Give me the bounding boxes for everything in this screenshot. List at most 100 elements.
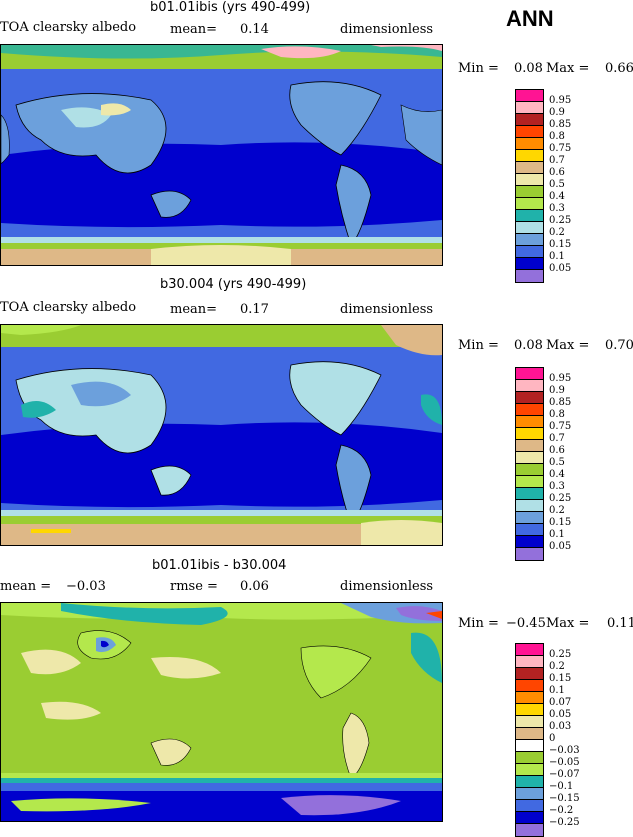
colorbar-level-label: 0.3 xyxy=(549,481,565,492)
colorbar-swatch xyxy=(516,512,543,524)
panel-1-max-label: Max = xyxy=(546,61,590,76)
colorbar-swatch xyxy=(516,728,543,740)
colorbar-swatch xyxy=(516,246,543,258)
colorbar-swatch xyxy=(516,162,543,174)
colorbar-swatch xyxy=(516,126,543,138)
colorbar-swatch xyxy=(516,150,543,162)
colorbar-swatch xyxy=(516,740,543,752)
colorbar-swatch xyxy=(516,234,543,246)
colorbar-swatch xyxy=(516,90,543,102)
panel-3-title: b01.01ibis - b30.004 xyxy=(152,558,287,573)
colorbar-level-label: 0.05 xyxy=(549,263,572,274)
panel-2-colorbar xyxy=(515,367,544,561)
panel-2-mean-label: mean= xyxy=(170,302,218,317)
panel-3-mean-label: mean = xyxy=(0,579,52,594)
panel-2-map xyxy=(0,324,443,546)
colorbar-level-label: 0.7 xyxy=(549,155,565,166)
colorbar-swatch xyxy=(516,776,543,788)
panel-3-colorbar-labels: 0.25 0.2 0.15 0.1 0.07 0.05 0.03 0 −0.03 −0.05 −0.… xyxy=(549,649,580,829)
panel-3-min-value: −0.45 xyxy=(506,616,546,631)
panel-3-mean-value: −0.03 xyxy=(66,579,106,594)
colorbar-swatch xyxy=(516,416,543,428)
colorbar-swatch xyxy=(516,668,543,680)
panel-2-min-value: 0.08 xyxy=(514,338,543,353)
colorbar-swatch xyxy=(516,258,543,270)
colorbar-swatch xyxy=(516,138,543,150)
colorbar-swatch xyxy=(516,680,543,692)
colorbar-level-label: −0.07 xyxy=(549,769,580,780)
colorbar-swatch xyxy=(516,644,543,656)
colorbar-swatch xyxy=(516,464,543,476)
colorbar-level-label: 0.03 xyxy=(549,721,572,732)
panel-2-max-label: Max = xyxy=(546,338,590,353)
colorbar-swatch xyxy=(516,404,543,416)
panel-2-min-label: Min = xyxy=(458,338,499,353)
colorbar-swatch xyxy=(516,428,543,440)
colorbar-level-label: 0.25 xyxy=(549,649,572,660)
colorbar-level-label: 0.3 xyxy=(549,203,565,214)
colorbar-level-label: 0.95 xyxy=(549,95,572,106)
colorbar-level-label: −0.15 xyxy=(549,793,580,804)
colorbar-level-label: 0.5 xyxy=(549,179,565,190)
panel-1-min-value: 0.08 xyxy=(514,61,543,76)
colorbar-swatch xyxy=(516,210,543,222)
colorbar-level-label: 0.7 xyxy=(549,433,565,444)
colorbar-level-label: 0.6 xyxy=(549,167,565,178)
colorbar-level-label: 0.4 xyxy=(549,469,565,480)
colorbar-level-label: −0.1 xyxy=(549,781,574,792)
panel-1-units: dimensionless xyxy=(340,22,434,37)
colorbar-swatch xyxy=(516,174,543,186)
colorbar-level-label: 0.15 xyxy=(549,239,572,250)
colorbar-level-label: 0.1 xyxy=(549,251,565,262)
colorbar-swatch xyxy=(516,704,543,716)
colorbar-swatch xyxy=(516,548,543,560)
colorbar-level-label: 0.05 xyxy=(549,541,572,552)
colorbar-level-label: 0.25 xyxy=(549,215,572,226)
colorbar-level-label: 0.07 xyxy=(549,697,572,708)
colorbar-swatch xyxy=(516,788,543,800)
panel-1-mean-value: 0.14 xyxy=(240,22,269,37)
colorbar-swatch xyxy=(516,186,543,198)
colorbar-swatch xyxy=(516,452,543,464)
colorbar-level-label: 0.1 xyxy=(549,685,565,696)
colorbar-level-label: 0.9 xyxy=(549,107,565,118)
panel-2-colorbar-labels: 0.95 0.9 0.85 0.8 0.75 0.7 0.6 0.5 0.4 0.3 0.25 0.2… xyxy=(549,373,571,553)
colorbar-level-label: 0.75 xyxy=(549,143,572,154)
colorbar-level-label: −0.03 xyxy=(549,745,580,756)
colorbar-level-label: −0.25 xyxy=(549,817,580,828)
colorbar-swatch xyxy=(516,656,543,668)
colorbar-level-label: 0.25 xyxy=(549,493,572,504)
panel-3-max-value: 0.11 xyxy=(607,616,633,631)
colorbar-level-label: −0.05 xyxy=(549,757,580,768)
panel-3-rmse-value: 0.06 xyxy=(240,579,269,594)
colorbar-swatch xyxy=(516,392,543,404)
colorbar-swatch xyxy=(516,536,543,548)
colorbar-level-label: 0.5 xyxy=(549,457,565,468)
colorbar-level-label: 0.8 xyxy=(549,131,565,142)
colorbar-level-label: 0.8 xyxy=(549,409,565,420)
colorbar-swatch xyxy=(516,368,543,380)
colorbar-swatch xyxy=(516,764,543,776)
panel-1-colorbar-labels: 0.95 0.9 0.85 0.8 0.75 0.7 0.6 0.5 0.4 0.3 0.25 0.2… xyxy=(549,95,571,275)
colorbar-level-label: 0.9 xyxy=(549,385,565,396)
colorbar-swatch xyxy=(516,812,543,824)
colorbar-swatch xyxy=(516,716,543,728)
colorbar-level-label: 0 xyxy=(549,733,556,744)
colorbar-level-label: 0.1 xyxy=(549,529,565,540)
colorbar-level-label: 0.2 xyxy=(549,505,565,516)
colorbar-swatch xyxy=(516,500,543,512)
colorbar-swatch xyxy=(516,114,543,126)
panel-3-map xyxy=(0,602,443,822)
panel-2-mean-value: 0.17 xyxy=(240,302,269,317)
colorbar-swatch xyxy=(516,222,543,234)
colorbar-swatch xyxy=(516,800,543,812)
colorbar-level-label: 0.05 xyxy=(549,709,572,720)
colorbar-level-label: 0.15 xyxy=(549,517,572,528)
colorbar-swatch xyxy=(516,102,543,114)
season-label: ANN xyxy=(506,6,554,31)
colorbar-swatch xyxy=(516,440,543,452)
colorbar-swatch xyxy=(516,380,543,392)
panel-2-units: dimensionless xyxy=(340,302,434,317)
panel-3-max-label: Max = xyxy=(546,616,590,631)
colorbar-level-label: 0.95 xyxy=(549,373,572,384)
